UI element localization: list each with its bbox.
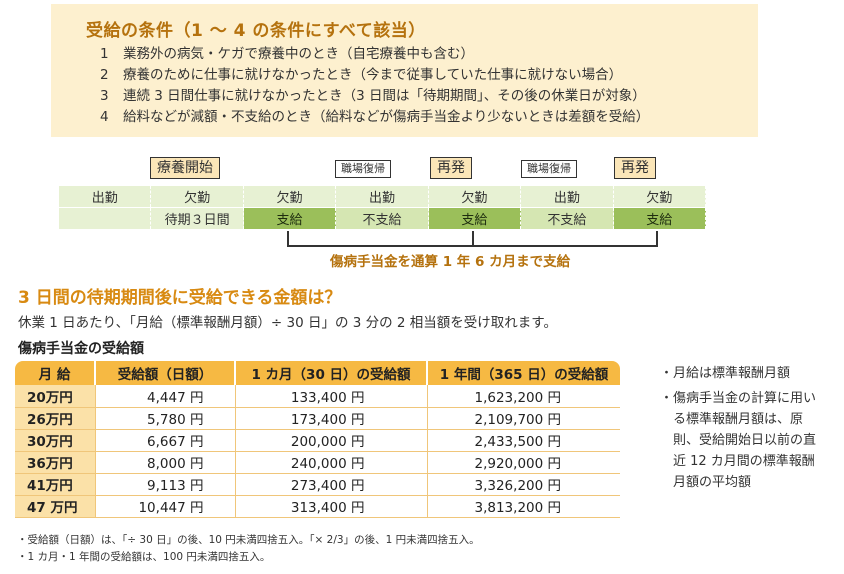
side-note-text: 傷病手当金の計算に用いる標準報酬月額は、原則、受給開始日以前の直近 12 カ月間… <box>673 391 817 490</box>
timeline-cell-not-paid: 不支給 <box>336 208 429 229</box>
timeline-cell <box>59 208 152 229</box>
table-title: 傷病手当金の受給額 <box>18 341 144 357</box>
condition-text: 療養のために仕事に就けなかったとき（今まで従事していた仕事に就けない場合） <box>123 67 623 83</box>
condition-text: 業務外の病気・ケガで療養中のとき（自宅療養中も含む） <box>123 46 474 62</box>
cell-monthly-salary: 26万円 <box>15 407 96 430</box>
cell-monthly-salary: 20万円 <box>15 385 96 408</box>
tag-return-to-work-1: 職場復帰 <box>335 160 391 178</box>
condition-text: 給料などが減額・不支給のとき（給料などが傷病手当金より少ないときは差額を受給） <box>123 109 650 125</box>
cell-yearly-amount: 2,109,700 円 <box>427 407 620 430</box>
timeline-cell: 欠勤 <box>613 186 706 207</box>
cell-yearly-amount: 3,326,200 円 <box>427 473 620 496</box>
side-note: ・傷病手当金の計算に用いる標準報酬月額は、原則、受給開始日以前の直近 12 カ月… <box>660 388 820 493</box>
timeline-cell: 欠勤 <box>243 186 337 207</box>
conditions-box: 受給の条件（1 〜 4 の条件にすべて該当） 1 業務外の病気・ケガで療養中のとき… <box>51 4 758 137</box>
cell-monthly-amount: 133,400 円 <box>235 385 428 408</box>
timeline-cell-paid: 支給 <box>243 208 337 229</box>
cell-daily-amount: 5,780 円 <box>95 407 236 430</box>
cell-monthly-amount: 200,000 円 <box>235 429 428 452</box>
column-header: 月 給 <box>15 361 96 385</box>
benefit-table: 月 給 受給額（日額） 1 カ月（30 日）の受給額 1 年間（365 日）の受… <box>15 361 620 518</box>
bullet: ・ <box>660 391 674 406</box>
cell-monthly-salary: 30万円 <box>15 429 96 452</box>
cell-daily-amount: 6,667 円 <box>95 429 236 452</box>
table-row: 26万円 5,780 円 173,400 円 2,109,700 円 <box>15 407 620 430</box>
cell-daily-amount: 10,447 円 <box>95 495 236 518</box>
timeline-cell-paid: 支給 <box>428 208 522 229</box>
table-row: 47 万円 10,447 円 313,400 円 3,813,200 円 <box>15 495 620 518</box>
condition-number: 2 <box>100 67 109 83</box>
cell-monthly-salary: 41万円 <box>15 473 96 496</box>
cell-monthly-amount: 173,400 円 <box>235 407 428 430</box>
column-header: 1 カ月（30 日）の受給額 <box>235 361 428 385</box>
cell-yearly-amount: 3,813,200 円 <box>427 495 620 518</box>
conditions-list: 1 業務外の病気・ケガで療養中のとき（自宅療養中も含む） 2 療養のために仕事に就け… <box>100 44 649 128</box>
footnotes: ・受給額（日額）は、「÷ 30 日」の後、10 円未満四捨五入。「× 2/3」の… <box>17 532 480 566</box>
column-header: 受給額（日額） <box>95 361 236 385</box>
timeline-cell: 出勤 <box>336 186 429 207</box>
cell-yearly-amount: 2,433,500 円 <box>427 429 620 452</box>
section-description: 休業 1 日あたり、「月給（標準報酬月額）÷ 30 日」の 3 分の 2 相当額… <box>18 315 557 331</box>
timeline-cell-not-paid: 不支給 <box>521 208 614 229</box>
timeline-payment-row: 待期３日間 支給 不支給 支給 不支給 支給 <box>59 208 706 229</box>
cell-monthly-amount: 273,400 円 <box>235 473 428 496</box>
condition-item: 4 給料などが減額・不支給のとき（給料などが傷病手当金より少ないときは差額を受給） <box>100 107 649 128</box>
table-header-row: 月 給 受給額（日額） 1 カ月（30 日）の受給額 1 年間（365 日）の受… <box>15 361 620 385</box>
condition-item: 2 療養のために仕事に就けなかったとき（今まで従事していた仕事に就けない場合） <box>100 65 649 86</box>
tag-relapse-2: 再発 <box>614 157 656 179</box>
timeline-cell: 出勤 <box>521 186 614 207</box>
continuous-bracket <box>287 231 658 247</box>
cell-monthly-amount: 240,000 円 <box>235 451 428 474</box>
tag-return-to-work-2: 職場復帰 <box>521 160 577 178</box>
timeline-attendance-row: 出勤 欠勤 欠勤 出勤 欠勤 出勤 欠勤 <box>59 186 706 207</box>
timeline-cell: 欠勤 <box>151 186 244 207</box>
footnote: ・1 カ月・1 年間の受給額は、100 円未満四捨五入。 <box>17 551 271 563</box>
treatment-timeline: 出勤 欠勤 欠勤 出勤 欠勤 出勤 欠勤 待期３日間 支給 不支給 支給 不支給… <box>59 186 706 229</box>
cell-yearly-amount: 2,920,000 円 <box>427 451 620 474</box>
tag-relapse-1: 再発 <box>430 157 472 179</box>
table-row: 36万円 8,000 円 240,000 円 2,920,000 円 <box>15 451 620 474</box>
continuous-payment-label: 傷病手当金を通算 1 年 6 カ月まで支給 <box>330 254 571 270</box>
timeline-cell: 待期３日間 <box>151 208 244 229</box>
timeline-cell: 出勤 <box>59 186 152 207</box>
table-row: 20万円 4,447 円 133,400 円 1,623,200 円 <box>15 385 620 408</box>
cell-daily-amount: 9,113 円 <box>95 473 236 496</box>
footnote: ・受給額（日額）は、「÷ 30 日」の後、10 円未満四捨五入。「× 2/3」の… <box>17 534 480 546</box>
cell-daily-amount: 4,447 円 <box>95 385 236 408</box>
side-note: ・月給は標準報酬月額 <box>660 363 820 384</box>
condition-number: 3 <box>100 88 109 104</box>
condition-number: 4 <box>100 109 109 125</box>
side-note-text: 月給は標準報酬月額 <box>673 366 791 381</box>
bullet: ・ <box>660 366 674 381</box>
condition-item: 3 連続 3 日間仕事に就けなかったとき（3 日間は「待期期間」、その後の休業日が… <box>100 86 649 107</box>
timeline-cell: 欠勤 <box>428 186 522 207</box>
condition-item: 1 業務外の病気・ケガで療養中のとき（自宅療養中も含む） <box>100 44 649 65</box>
cell-yearly-amount: 1,623,200 円 <box>427 385 620 408</box>
section-title: 3 日間の待期期間後に受給できる金額は？ <box>18 288 342 308</box>
conditions-title: 受給の条件（1 〜 4 の条件にすべて該当） <box>86 21 426 41</box>
table-row: 41万円 9,113 円 273,400 円 3,326,200 円 <box>15 473 620 496</box>
bracket-divider <box>472 231 474 245</box>
timeline-cell-paid: 支給 <box>613 208 706 229</box>
column-header: 1 年間（365 日）の受給額 <box>427 361 620 385</box>
side-notes: ・月給は標準報酬月額 ・傷病手当金の計算に用いる標準報酬月額は、原則、受給開始日… <box>660 363 820 497</box>
condition-number: 1 <box>100 46 109 62</box>
cell-daily-amount: 8,000 円 <box>95 451 236 474</box>
cell-monthly-amount: 313,400 円 <box>235 495 428 518</box>
cell-monthly-salary: 36万円 <box>15 451 96 474</box>
tag-treatment-start: 療養開始 <box>150 157 220 179</box>
table-row: 30万円 6,667 円 200,000 円 2,433,500 円 <box>15 429 620 452</box>
cell-monthly-salary: 47 万円 <box>15 495 96 518</box>
condition-text: 連続 3 日間仕事に就けなかったとき（3 日間は「待期期間」、その後の休業日が対… <box>123 88 646 104</box>
